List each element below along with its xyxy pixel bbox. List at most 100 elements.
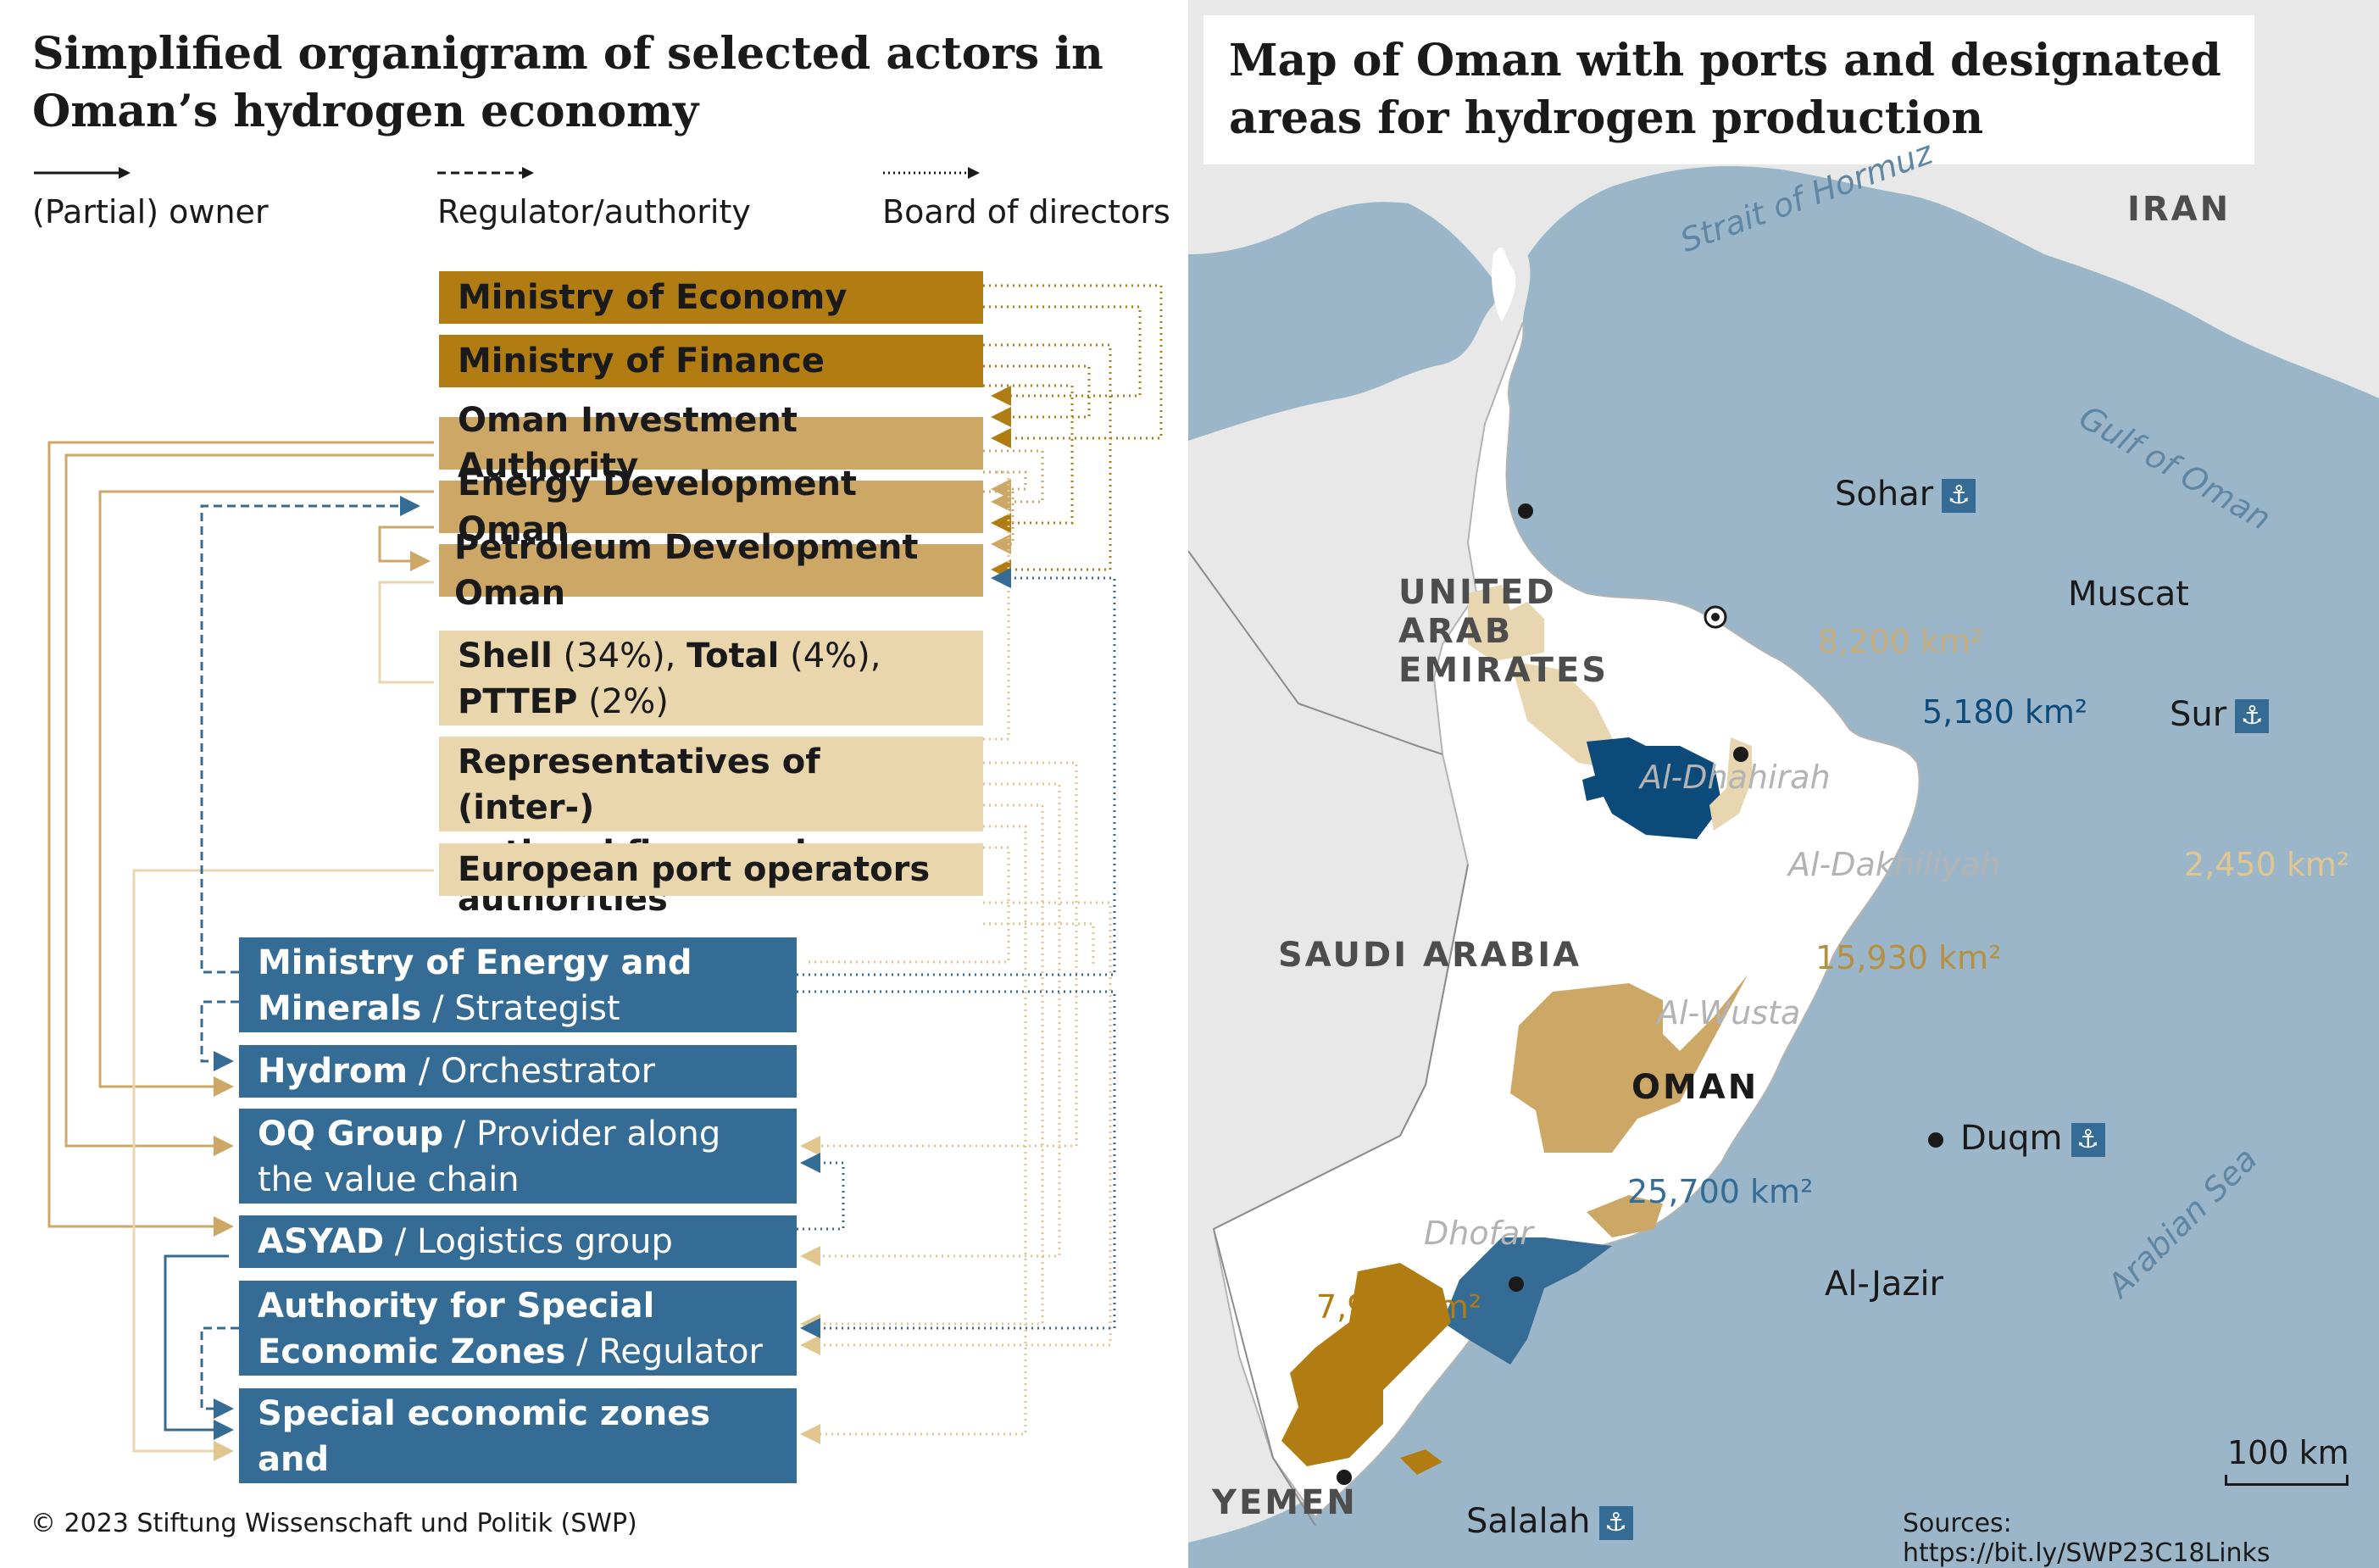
area-label-7910: 7,910 km²: [1316, 1288, 1482, 1326]
area-label-2450: 2,450 km²: [2184, 846, 2350, 883]
area-8200: [1468, 585, 1629, 771]
sohar-dot: [1518, 503, 1533, 519]
box-european-port-operators: European port operators: [439, 843, 983, 896]
box-oq-group: OQ Group / Provider along the value chai…: [239, 1109, 797, 1204]
port-anchor-icon: ⚓: [1598, 1506, 1633, 1540]
scale-label: 100 km: [2227, 1434, 2349, 1471]
duqm-label: Duqm: [1960, 1119, 2063, 1158]
box-energy-development-oman: Energy Development Oman: [439, 464, 983, 549]
area-label-15930: 15,930 km²: [1815, 939, 2002, 976]
map-title-box: Map of Oman with ports and designated ar…: [1203, 15, 2254, 164]
area-15930: [1510, 975, 1748, 1237]
area-25700: [1442, 1237, 1612, 1365]
ports-ops-label: European port operators: [458, 850, 931, 889]
oia-label: Oman Investment Authority: [458, 401, 798, 486]
box-ministry-finance: Ministry of Finance: [439, 335, 983, 387]
scale-bar: [2225, 1475, 2348, 1486]
sur-label: Sur: [2170, 695, 2227, 734]
label-uae: UNITED ARAB EMIRATES: [1398, 573, 1609, 690]
asyad-role: / Logistics group: [384, 1222, 673, 1261]
box-ministry-energy-minerals: Ministry of Energy and Minerals / Strate…: [239, 937, 797, 1032]
pttep-share: (2%): [577, 682, 669, 721]
box-petroleum-development-oman: Petroleum Development Oman: [439, 528, 983, 613]
oq-role2: the value chain: [258, 1160, 520, 1199]
yemen-border: [1213, 1228, 1316, 1526]
sez-line1: Special economic zones and: [258, 1394, 711, 1479]
pdo-label: Petroleum Development Oman: [454, 528, 919, 613]
hydrom-role: / Orchestrator: [408, 1052, 656, 1091]
asyad-label: ASYAD: [258, 1222, 385, 1261]
musandam: [1492, 247, 1516, 322]
copyright: © 2023 Stiftung Wissenschaft und Politik…: [31, 1509, 637, 1538]
box-representatives: Representatives of (inter-) national fir…: [439, 737, 983, 919]
ministry-finance-label: Ministry of Finance: [458, 342, 825, 381]
port-anchor-icon: ⚓: [2071, 1123, 2105, 1157]
label-dhofar: Dhofar: [1424, 1215, 1533, 1252]
box-hydrom: Hydrom / Orchestrator: [239, 1045, 797, 1098]
legend-owner: (Partial) owner: [32, 193, 269, 231]
saudi-border: [1213, 864, 1469, 1230]
duqm-dot: [1928, 1132, 1943, 1148]
pttep-label: PTTEP: [458, 682, 578, 721]
city-aljazir: Al-Jazir: [1825, 1265, 1943, 1304]
oq-role1: / Provider along: [443, 1115, 721, 1154]
box-ministry-economy: Ministry of Economy: [439, 271, 983, 324]
city-muscat: Muscat: [2068, 575, 2189, 614]
map-title: Map of Oman with ports and designated ar…: [1229, 35, 2221, 144]
salalah-label: Salalah: [1466, 1502, 1591, 1541]
sez-role: / Economic developers: [358, 1486, 754, 1525]
reps-line1: Representatives of (inter-): [458, 742, 820, 827]
sur-dot: [1733, 747, 1748, 762]
area-label-25700: 25,700 km²: [1627, 1173, 1814, 1210]
total-share: (4%),: [779, 637, 881, 676]
oman-land: [1212, 321, 1920, 1519]
label-dhahirah: Al-Dhahirah: [1640, 759, 1831, 796]
area-label-8200: 8,200 km²: [1818, 623, 1984, 660]
port-anchor-icon: ⚓: [1942, 479, 1976, 513]
sez-line2: ports: [258, 1486, 359, 1525]
edo-label: Energy Development Oman: [458, 464, 858, 549]
box-special-economic-zones: Special economic zones and ports / Econo…: [239, 1388, 797, 1525]
oq-label: OQ Group: [258, 1115, 444, 1154]
shell-share: (34%),: [552, 637, 687, 676]
label-oman: OMAN: [1631, 1068, 1759, 1107]
label-wusta: Al-Wusta: [1657, 994, 1801, 1031]
legend-board: Board of directors: [882, 193, 1170, 231]
box-oman-investment-authority: Oman Investment Authority: [439, 401, 983, 486]
city-salalah: Salalah ⚓: [1466, 1502, 1633, 1541]
legend-arrows: [34, 167, 980, 179]
ase-role: / Regulator: [565, 1332, 763, 1371]
city-sohar: Sohar ⚓: [1835, 475, 1976, 514]
city-sur: Sur ⚓: [2170, 695, 2270, 734]
area-7910: [1281, 1263, 1451, 1475]
area-5180: [1582, 737, 1722, 839]
sohar-label: Sohar: [1835, 475, 1934, 514]
salalah-dot: [1337, 1470, 1352, 1485]
area-label-5180: 5,180 km²: [1922, 693, 2088, 731]
box-authority-sez: Authority for Special Economic Zones / R…: [239, 1281, 797, 1376]
box-shareholders: Shell (34%), Total (4%), PTTEP (2%): [439, 631, 983, 726]
box-asyad: ASYAD / Logistics group: [239, 1215, 797, 1268]
ase-line2: Economic Zones: [258, 1332, 566, 1371]
shell-label: Shell: [458, 637, 553, 676]
ase-line1: Authority for Special: [258, 1287, 655, 1326]
uae-border: [1188, 550, 1443, 755]
city-duqm: Duqm ⚓: [1960, 1119, 2105, 1158]
mem-line1: Ministry of Energy and: [258, 943, 692, 982]
oman-map: [1188, 0, 2379, 1568]
port-anchor-icon: ⚓: [2235, 699, 2270, 733]
label-yemen: YEMEN: [1212, 1483, 1358, 1522]
ministry-economy-label: Ministry of Economy: [458, 278, 848, 317]
mem-line2: Minerals: [258, 989, 422, 1028]
label-dakhiliyah: Al-Dakhiliyah: [1788, 846, 2001, 883]
legend-regulator: Regulator/authority: [437, 193, 751, 231]
mem-role: / Strategist: [421, 989, 620, 1028]
sources: Sources: https://bit.ly/SWP23C18Links: [1903, 1509, 2271, 1568]
label-iran: IRAN: [2127, 190, 2232, 229]
organigram-title: Simplified organigram of selected actors…: [32, 28, 1103, 137]
label-saudi: SAUDI ARABIA: [1278, 936, 1582, 975]
aljazir-dot: [1509, 1276, 1524, 1292]
total-label: Total: [686, 637, 780, 676]
hydrom-label: Hydrom: [258, 1052, 409, 1091]
organigram-connectors: [47, 284, 1163, 1461]
